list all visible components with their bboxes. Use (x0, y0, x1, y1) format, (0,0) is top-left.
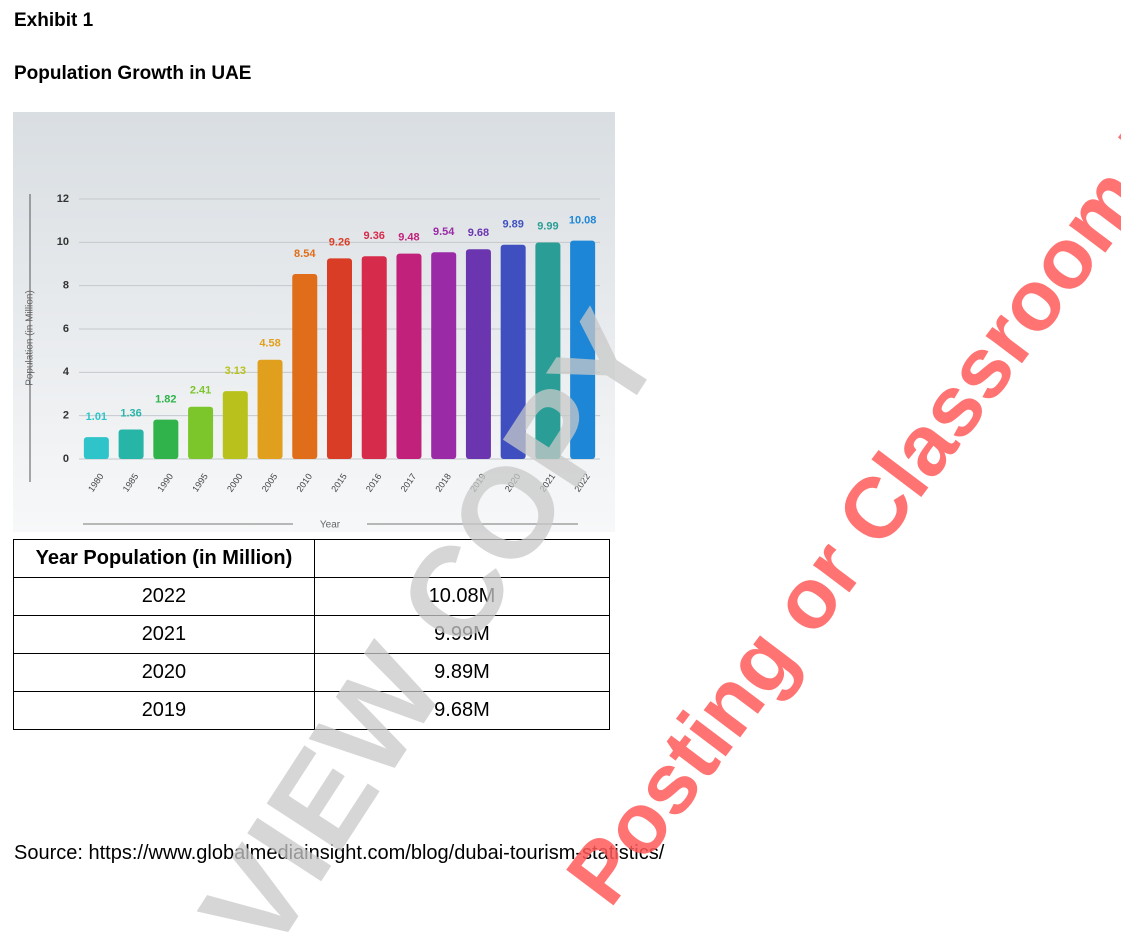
exhibit-label: Exhibit 1 (14, 10, 94, 31)
value-label: 2.41 (190, 385, 211, 397)
table-row: 2021 9.99M (13, 615, 611, 654)
table-row: 2022 10.08M (13, 577, 611, 616)
value-label: 4.58 (259, 338, 280, 350)
table-cell: 9.89M (313, 653, 611, 692)
bar (292, 273, 318, 459)
table-cell: 2020 (13, 653, 315, 692)
bar (222, 391, 248, 459)
table-cell: 2021 (13, 615, 315, 654)
value-label: 9.48 (398, 232, 419, 244)
bar (465, 249, 491, 459)
bar (118, 429, 144, 459)
value-label: 9.99 (537, 220, 558, 232)
bar (570, 240, 596, 459)
header-cell-blank (313, 539, 611, 578)
table-row: 2020 9.89M (13, 653, 611, 692)
value-label: 1.36 (120, 407, 141, 419)
bar (535, 242, 561, 459)
value-label: 1.82 (155, 393, 176, 405)
bar (361, 256, 387, 459)
value-label: 9.26 (329, 236, 350, 248)
y-axis-label: Population (in Million) (25, 290, 36, 386)
bar (257, 359, 283, 459)
table-cell: 2022 (13, 577, 315, 616)
table-cell: 9.68M (313, 691, 611, 730)
table-header: Year Population (in Million) (13, 539, 611, 578)
watermark-red: Posting or Classroom Use (549, 5, 1121, 922)
source: Source: https://www.globalmediainsight.c… (14, 842, 665, 864)
value-label: 9.36 (364, 230, 385, 242)
table-cell: 2019 (13, 691, 315, 730)
exhibit-title: Population Growth in UAE (14, 63, 252, 84)
bar (188, 406, 214, 459)
value-label: 9.89 (502, 219, 523, 231)
bar (396, 253, 422, 459)
value-label: 3.13 (225, 365, 246, 377)
y-tick-label: 4 (63, 366, 70, 378)
bar (326, 258, 353, 459)
y-tick-label: 12 (57, 193, 69, 205)
bar (153, 419, 179, 459)
y-tick-label: 6 (63, 323, 69, 335)
y-tick-label: 8 (63, 280, 69, 292)
value-label: 1.01 (86, 411, 107, 423)
y-tick-label: 2 (63, 410, 69, 422)
value-label: 8.54 (294, 248, 316, 260)
table-row: 2019 9.68M (13, 691, 611, 730)
chart: Population (in Million) Year 02468101219… (13, 112, 615, 532)
value-label: 9.54 (433, 226, 455, 238)
x-axis-label: Year (320, 520, 341, 531)
x-label-bg (293, 517, 367, 531)
data-table: Year Population (in Million) 2022 10.08M 20… (13, 539, 611, 730)
y-tick-label: 0 (63, 453, 69, 465)
table-cell: 10.08M (313, 577, 611, 616)
bar (500, 244, 526, 459)
table-cell: 9.99M (313, 615, 611, 654)
value-label: 9.68 (468, 227, 489, 239)
bar (83, 437, 109, 459)
header-cell: Year Population (in Million) (13, 539, 315, 578)
y-tick-label: 10 (57, 236, 69, 248)
value-label: 10.08 (569, 215, 597, 227)
bar (431, 252, 457, 459)
